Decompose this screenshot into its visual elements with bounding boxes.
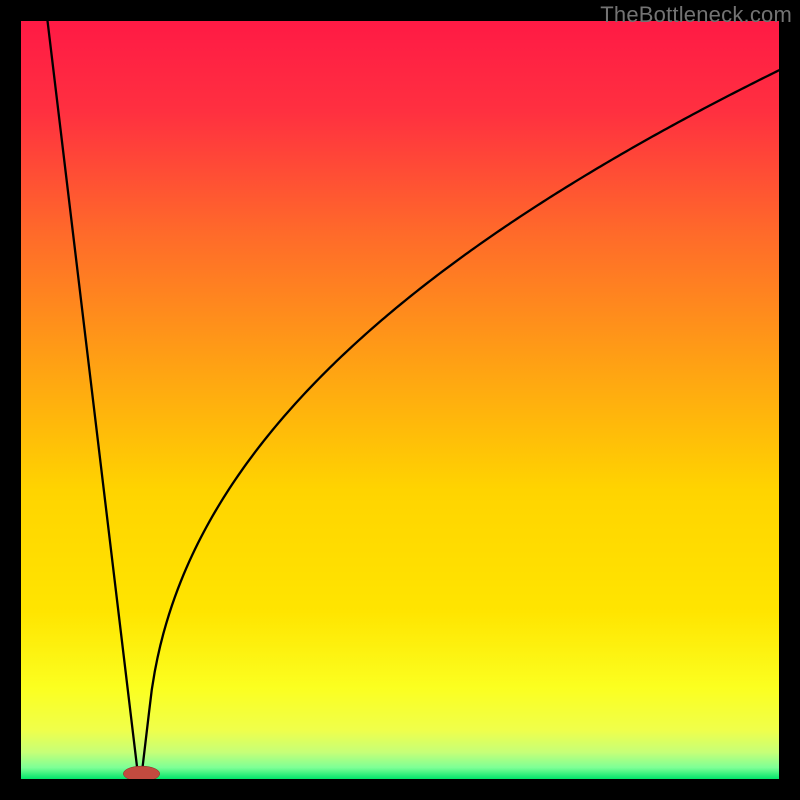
optimal-point-marker — [123, 766, 159, 779]
chart-background — [21, 21, 779, 779]
chart-frame: TheBottleneck.com — [0, 0, 800, 800]
bottleneck-chart — [21, 21, 779, 779]
attribution-label: TheBottleneck.com — [600, 2, 792, 28]
